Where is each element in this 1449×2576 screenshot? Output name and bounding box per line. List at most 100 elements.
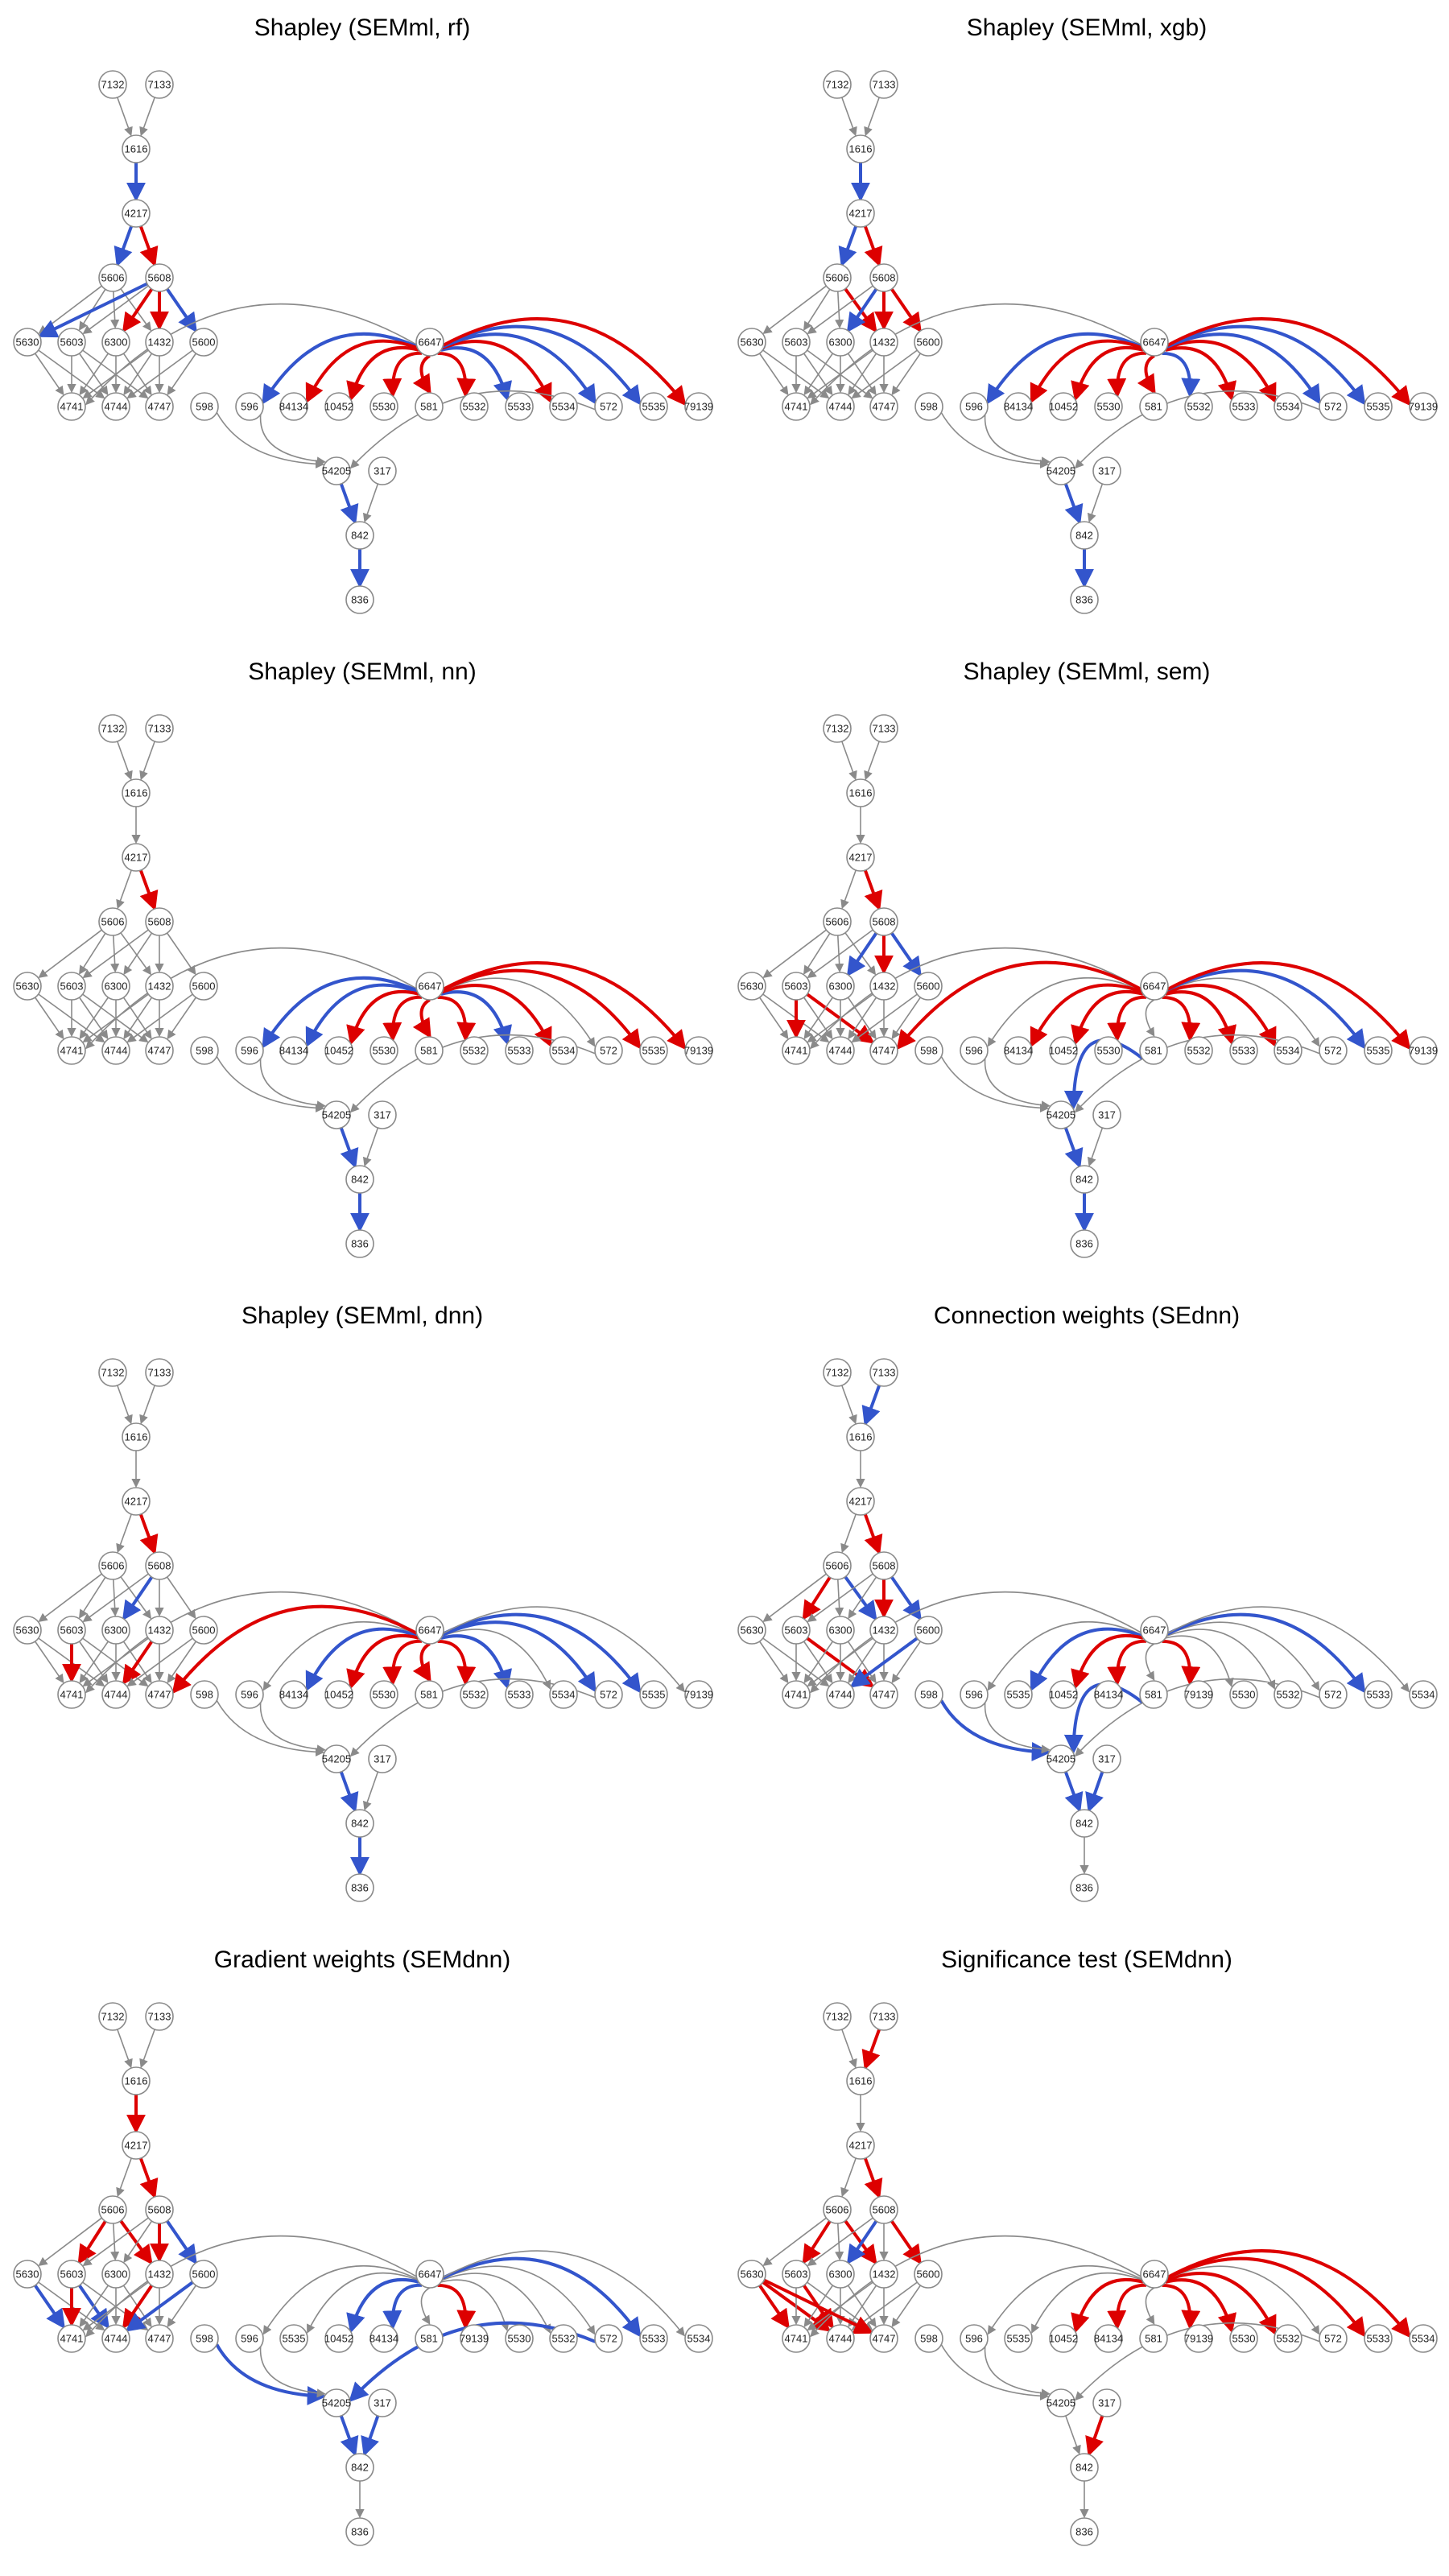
node-label: 5530	[373, 1045, 396, 1057]
node-circle	[101, 1616, 130, 1645]
node-circle	[145, 2324, 174, 2353]
edge	[117, 97, 133, 137]
edge	[1165, 1635, 1234, 1688]
edge	[82, 1573, 149, 1623]
node-circle	[122, 2131, 151, 2160]
node-circle	[1364, 392, 1393, 421]
node-label: 5534	[1277, 401, 1300, 413]
node-label: 596	[965, 1045, 983, 1057]
node-label: 4747	[873, 2333, 896, 2345]
node-label: 4217	[849, 208, 873, 220]
edge	[139, 741, 155, 781]
node-label: 6647	[419, 980, 442, 993]
node-circle	[846, 1422, 875, 1451]
node-label: 10452	[1049, 2333, 1078, 2345]
edge-negative	[442, 1620, 597, 1693]
edge-positive	[305, 339, 419, 404]
node-circle	[639, 1036, 668, 1065]
node-label: 5603	[785, 980, 808, 993]
edge	[110, 1579, 120, 1617]
node-circle	[914, 2324, 943, 2353]
edge-positive	[844, 287, 877, 333]
node-label: 7132	[101, 2011, 125, 2023]
edge	[987, 2264, 1142, 2335]
graph-node: 5608	[145, 907, 174, 936]
node-circle	[1070, 585, 1099, 614]
graph-node: 5530	[369, 1680, 398, 1709]
graph-node: 7133	[869, 2002, 898, 2031]
node-circle	[1139, 1036, 1168, 1065]
node-circle	[13, 328, 42, 357]
node-circle	[869, 2002, 898, 2031]
node-label: 4217	[125, 1496, 148, 1508]
node-label: 5534	[687, 2333, 711, 2345]
graph-node: 6300	[826, 328, 855, 357]
node-circle	[1139, 392, 1168, 421]
node-label: 54205	[1046, 2397, 1075, 2409]
node-label: 79139	[1409, 1045, 1438, 1057]
node-circle	[549, 392, 578, 421]
edge-negative	[861, 1385, 881, 1426]
graph-node: 5608	[869, 2195, 898, 2224]
node-circle	[57, 1680, 86, 1709]
node-label: 317	[1098, 1753, 1116, 1765]
node-label: 54205	[1046, 1753, 1075, 1765]
graph-node: 5534	[549, 392, 578, 421]
node-label: 6300	[105, 2268, 128, 2281]
graph-node: 79139	[1409, 392, 1438, 421]
node-label: 4747	[873, 401, 896, 413]
edge	[34, 353, 64, 396]
node-circle	[869, 1680, 898, 1709]
graph-node: 5608	[869, 1551, 898, 1580]
edge	[987, 976, 1142, 1047]
graph-node: 317	[368, 2388, 397, 2417]
node-label: 5603	[785, 1624, 808, 1637]
node-label: 5603	[60, 336, 84, 349]
edges	[34, 97, 687, 588]
node-circle	[639, 1680, 668, 1709]
edge	[167, 1641, 197, 1684]
edge	[847, 353, 877, 396]
edge	[762, 929, 827, 978]
node-label: 598	[196, 2333, 213, 2345]
network-graph: 317 572 581 596 598 836 842 1432 1616 4217 4741 474…	[737, 70, 1438, 614]
node-label: 10452	[324, 401, 353, 413]
graph-node: 84134	[1094, 1680, 1123, 1709]
graph-node: 79139	[460, 2324, 489, 2353]
graph-node: 317	[1092, 456, 1121, 485]
edge	[758, 353, 789, 396]
graph-node: 4217	[846, 1487, 875, 1516]
node-label: 7133	[148, 2011, 171, 2023]
node-label: 6647	[1143, 2268, 1166, 2281]
graph-node: 836	[1070, 2517, 1099, 2546]
node-circle	[1319, 1680, 1348, 1709]
node-circle	[322, 1744, 351, 1773]
edge-negative	[165, 287, 197, 333]
edge	[126, 1637, 193, 1687]
node-label: 4217	[849, 852, 873, 864]
edge	[110, 2223, 120, 2261]
graph-node: 596	[235, 392, 264, 421]
node-label: 5630	[741, 1624, 764, 1637]
edge	[891, 1641, 922, 1684]
node-label: 4741	[785, 1045, 808, 1057]
edge-positive	[122, 2284, 154, 2330]
edge-positive	[1165, 990, 1237, 1046]
node-label: 596	[965, 401, 983, 413]
graph-node: 5530	[1094, 392, 1123, 421]
nodes: 317 572 581 596 598 836 842 1432 1616 4217 4741 474…	[13, 70, 713, 614]
edge-positive	[802, 2220, 832, 2265]
node-label: 4741	[60, 1689, 84, 1701]
node-circle	[322, 456, 351, 485]
node-label: 581	[1145, 401, 1162, 413]
node-label: 317	[1098, 2397, 1116, 2409]
node-circle	[869, 263, 898, 292]
graph-node: 7132	[823, 70, 852, 99]
node-label: 5606	[101, 2204, 125, 2216]
edge	[362, 1771, 379, 1811]
node-circle	[1094, 392, 1123, 421]
node-label: 5534	[552, 401, 576, 413]
edge-negative	[1063, 1682, 1144, 1754]
edge	[117, 2029, 133, 2069]
graph-node: 4217	[122, 2131, 151, 2160]
